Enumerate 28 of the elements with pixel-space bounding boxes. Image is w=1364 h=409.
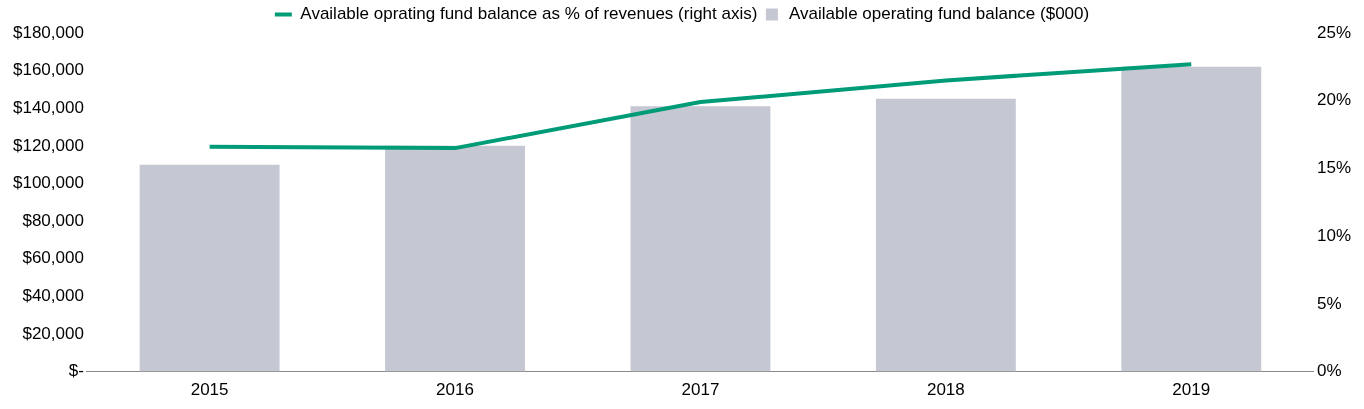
- x-tick-label: 2019: [1172, 380, 1211, 400]
- bar: [630, 106, 771, 372]
- bar: [1121, 66, 1262, 372]
- bar: [875, 98, 1016, 372]
- bar: [385, 145, 525, 372]
- y2-tick-label: 20%: [1316, 90, 1352, 110]
- legend-label: Available oprating fund balance as % of revenues (right axis): [300, 4, 758, 24]
- y2-tick-label: 5%: [1316, 293, 1342, 313]
- y-tick-label: $60,000: [22, 248, 84, 268]
- x-tick-label: 2017: [681, 380, 720, 400]
- y-tick-label: $100,000: [13, 173, 84, 193]
- y-tick-label: $140,000: [13, 97, 84, 117]
- x-tick-label: 2016: [436, 380, 474, 400]
- bar: [139, 164, 280, 372]
- x-tick-label: 2015: [190, 380, 229, 400]
- y2-tick-label: 10%: [1316, 225, 1352, 245]
- y-tick-label: $180,000: [13, 22, 84, 42]
- y-tick-label: $160,000: [13, 60, 84, 80]
- y2-tick-label: 0%: [1316, 361, 1342, 381]
- y-tick-label: $40,000: [22, 286, 84, 306]
- y-tick-label: $120,000: [13, 135, 84, 155]
- y-tick-label: $20,000: [22, 323, 84, 343]
- legend-label: Available operating fund balance ($000): [788, 4, 1090, 24]
- x-tick-label: 2018: [926, 380, 965, 400]
- y2-tick-label: 15%: [1316, 158, 1352, 178]
- y-tick-label: $80,000: [22, 210, 84, 230]
- y-tick-label: $-: [68, 361, 84, 381]
- y2-tick-label: 25%: [1316, 22, 1352, 42]
